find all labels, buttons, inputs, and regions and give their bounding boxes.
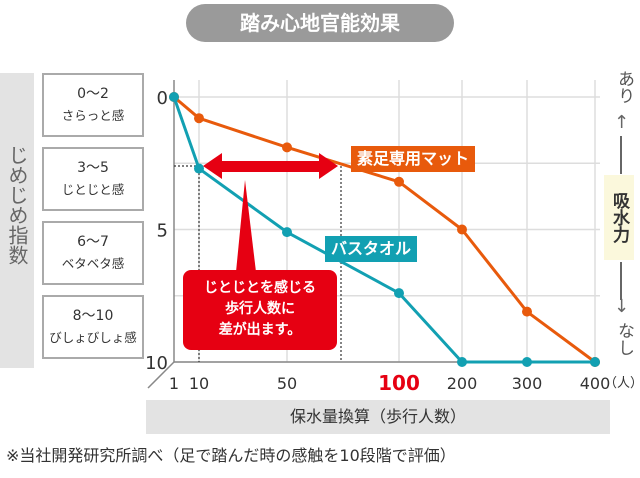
x-unit: （人） xyxy=(604,376,640,391)
callout-line: じとじとを感じる xyxy=(204,280,316,296)
y-tick-label: 5 xyxy=(157,221,168,242)
double-arrow xyxy=(203,153,338,272)
y-tick-label: 10 xyxy=(145,353,168,374)
band-8-10: 8〜10 びしょびしょ感 xyxy=(42,295,144,359)
band-3-5: 3〜5 じとじと感 xyxy=(42,147,144,211)
y-axis-title: じめじめ指数 xyxy=(5,145,29,265)
data-point xyxy=(457,357,467,367)
band-label: さらっと感 xyxy=(61,108,125,123)
callout-line: 歩行人数に xyxy=(225,301,295,317)
x-tick-label: 200 xyxy=(447,374,478,393)
footnote: ※当社開発研究所調べ（足で踏んだ時の感触を10段階で評価） xyxy=(6,446,456,465)
band-label: じとじと感 xyxy=(61,182,125,197)
data-point xyxy=(194,163,204,174)
x-axis-title: 保水量換算（歩行人数） xyxy=(146,400,610,434)
data-point xyxy=(522,306,532,317)
callout-box: じとじとを感じる 歩行人数に 差が出ます。 xyxy=(183,270,337,350)
data-point xyxy=(394,288,404,299)
callout-line: 差が出ます。 xyxy=(218,322,302,338)
data-point xyxy=(282,227,292,238)
data-point xyxy=(194,113,204,124)
band-range: 3〜5 xyxy=(77,160,109,176)
legend-towel: バスタオル xyxy=(325,236,418,262)
band-label: ベタベタ感 xyxy=(61,256,125,271)
band-range: 0〜2 xyxy=(77,86,109,102)
band-0-2: 0〜2 さらっと感 xyxy=(42,73,144,137)
x-tick-label: 100 xyxy=(378,371,420,395)
arrow-shaft-top xyxy=(620,136,622,174)
axis-break-line xyxy=(147,361,175,389)
x-tick-label: 300 xyxy=(512,374,543,393)
data-point xyxy=(457,224,467,235)
band-label: びしょびしょ感 xyxy=(49,330,137,345)
x-tick-label: 400 xyxy=(580,374,611,393)
arrow-shaft-bottom xyxy=(620,262,622,300)
data-point xyxy=(169,92,179,102)
x-tick-label: 50 xyxy=(277,374,297,393)
data-point xyxy=(282,142,292,153)
callout-pointer xyxy=(236,180,256,272)
absorb-low-label: なし xyxy=(614,322,634,356)
x-tick-label: 10 xyxy=(189,374,209,393)
data-point xyxy=(394,176,404,187)
band-6-7: 6〜7 ベタベタ感 xyxy=(42,221,144,285)
arrow-up-icon: ↑ xyxy=(614,112,630,133)
chart-title: 踏み心地官能効果 xyxy=(186,4,454,42)
data-point xyxy=(522,357,532,367)
band-range: 8〜10 xyxy=(72,308,114,324)
absorb-high-label: あり xyxy=(614,70,634,104)
arrow-down-icon: ↓ xyxy=(614,296,630,317)
data-point xyxy=(590,357,600,367)
y-axis-title-bar xyxy=(0,73,34,368)
x-tick-label: 1 xyxy=(169,374,179,393)
y-tick-label: 0 xyxy=(157,88,168,109)
band-range: 6〜7 xyxy=(77,234,109,250)
absorb-label: 吸水力 xyxy=(604,175,634,260)
legend-mat: 素足専用マット xyxy=(351,146,476,172)
